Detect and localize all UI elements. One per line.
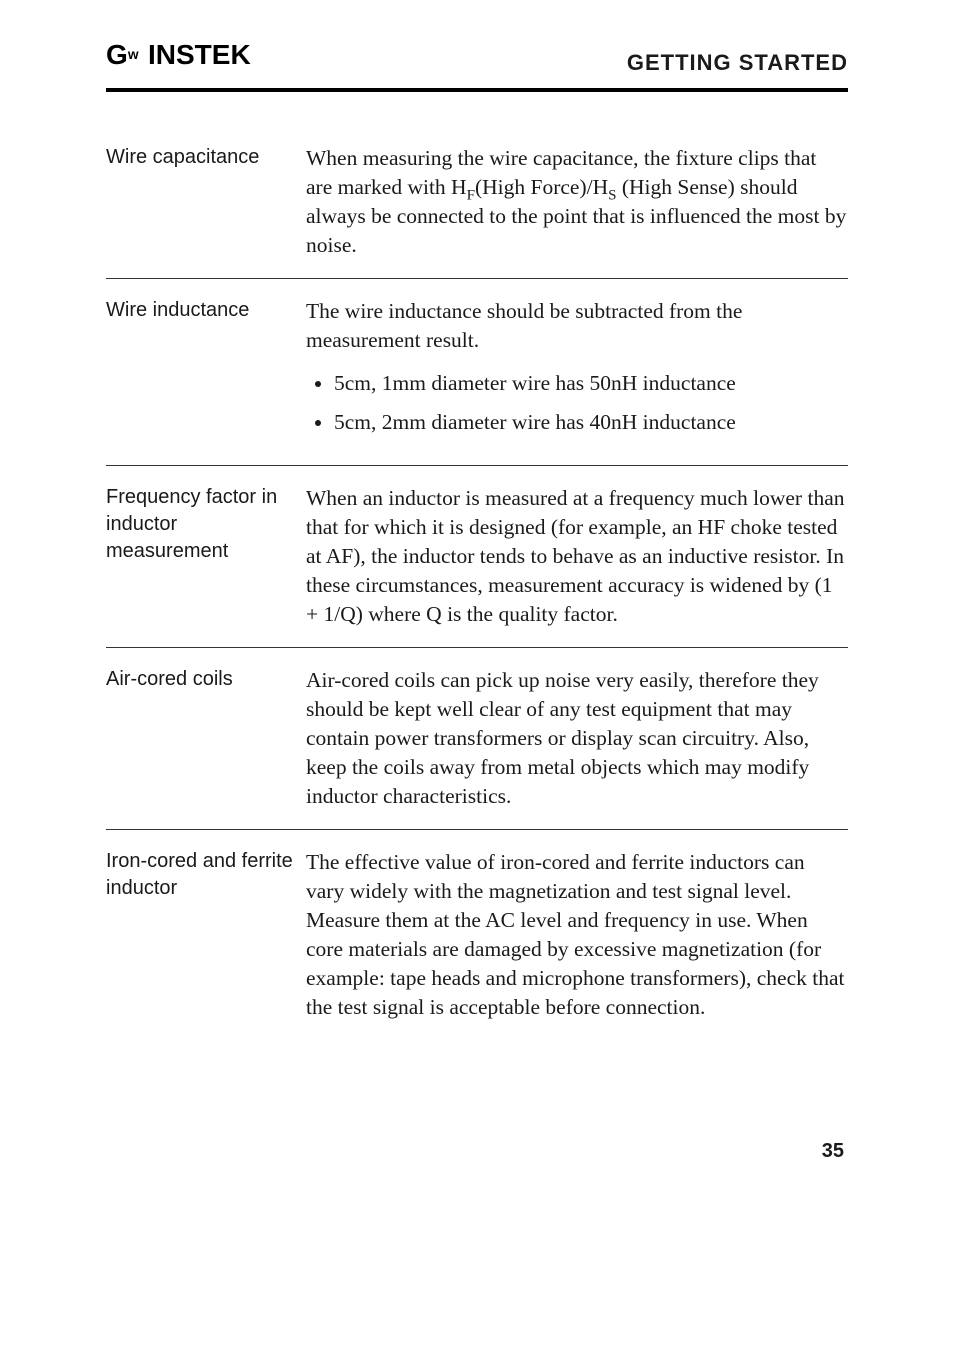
entry-frequency-factor: Frequency factor in inductor measurement…: [106, 466, 848, 648]
entry-label: Wire inductance: [106, 297, 306, 324]
page-header: G ʷ INSTEK GETTING STARTED: [106, 40, 848, 92]
entry-label: Air-cored coils: [106, 666, 306, 693]
entry-air-cored: Air-cored coils Air-cored coils can pick…: [106, 648, 848, 830]
entry-text: The wire inductance should be subtracted…: [306, 297, 848, 355]
svg-text:ʷ: ʷ: [127, 47, 139, 69]
bullet-item: 5cm, 1mm diameter wire has 50nH inductan…: [334, 369, 848, 398]
page-number: 35: [106, 1140, 848, 1163]
entry-body: Air-cored coils can pick up noise very e…: [306, 666, 848, 811]
entry-iron-cored: Iron-cored and ferrite inductor The effe…: [106, 830, 848, 1040]
entry-label: Frequency factor in inductor measurement: [106, 484, 306, 565]
section-title: GETTING STARTED: [627, 50, 848, 76]
entry-text: When measuring the wire capacitance, the…: [306, 144, 848, 260]
content-area: Wire capacitance When measuring the wire…: [106, 126, 848, 1040]
entry-body: The wire inductance should be subtracted…: [306, 297, 848, 447]
entry-label: Iron-cored and ferrite inductor: [106, 848, 306, 902]
svg-text:INSTEK: INSTEK: [148, 40, 251, 70]
brand-logo: G ʷ INSTEK: [106, 40, 296, 78]
entry-text: Air-cored coils can pick up noise very e…: [306, 666, 848, 811]
entry-wire-inductance: Wire inductance The wire inductance shou…: [106, 279, 848, 466]
entry-label: Wire capacitance: [106, 144, 306, 171]
bullet-item: 5cm, 2mm diameter wire has 40nH inductan…: [334, 408, 848, 437]
page: G ʷ INSTEK GETTING STARTED Wire capacita…: [0, 0, 954, 1223]
entry-wire-capacitance: Wire capacitance When measuring the wire…: [106, 126, 848, 279]
entry-bullets: 5cm, 1mm diameter wire has 50nH inductan…: [306, 369, 848, 437]
svg-text:G: G: [106, 40, 128, 70]
entry-text: The effective value of iron-cored and fe…: [306, 848, 848, 1022]
entry-body: When an inductor is measured at a freque…: [306, 484, 848, 629]
brand-wordmark-icon: G ʷ INSTEK: [106, 40, 296, 70]
entry-body: The effective value of iron-cored and fe…: [306, 848, 848, 1022]
entry-text: When an inductor is measured at a freque…: [306, 484, 848, 629]
entry-body: When measuring the wire capacitance, the…: [306, 144, 848, 260]
